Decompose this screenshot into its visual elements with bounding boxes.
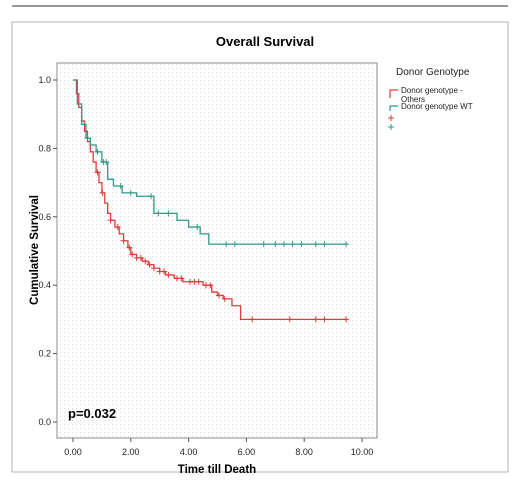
y-tick-label: 0.0 [38,417,51,427]
censor-mark [195,278,202,285]
censor-mark [343,316,350,323]
censor-mark [223,241,230,248]
censor-mark [260,241,267,248]
censor-mark [178,275,185,282]
censor-mark [94,148,101,155]
y-tick-label: 0.8 [38,143,51,153]
y-tick-label: 0.4 [38,280,51,290]
censor-mark [298,241,305,248]
x-tick-label: 8.00 [295,447,313,457]
legend-censor-swatch [388,124,394,130]
censor-mark [161,268,168,275]
censor-mark [321,241,328,248]
censor-mark [280,241,287,248]
axis-ticks: 0.00 2.00 4.00 6.00 8.00 10.00 0.0 0.2 0.4 0.6 0.8… [38,75,373,457]
censor-mark [312,241,319,248]
censor-mark [249,316,256,323]
censor-mark [165,271,172,278]
censor-mark [207,282,214,289]
survival-curve-wt [73,79,347,245]
legend-censor-swatch [388,115,394,121]
censor-mark [155,210,162,217]
censor-mark [137,254,144,261]
legend-line-swatch [389,89,398,98]
censor-mark [117,183,124,190]
x-tick-label: 10.00 [351,447,374,457]
censor-marks [84,135,350,323]
x-tick-label: 6.00 [238,447,256,457]
censor-mark [221,295,228,302]
censor-mark [126,244,133,251]
y-tick-label: 0.6 [38,212,51,222]
censor-mark [94,169,101,176]
censor-mark [231,241,238,248]
chart-title: Overall Survival [216,34,314,49]
censor-mark [114,224,121,231]
x-axis-label: Time till Death [178,464,256,476]
censor-mark [286,316,293,323]
censor-mark [321,316,328,323]
censor-mark [146,261,153,268]
p-value-annotation: p=0.032 [68,406,116,421]
legend-entry-label: Donor genotype WT [401,102,473,111]
censor-mark [129,251,136,258]
censor-mark [150,265,157,272]
censor-mark [120,237,127,244]
x-tick-label: 0.00 [64,447,82,457]
censor-mark [215,292,222,299]
legend-title: Donor Genotype [396,67,470,78]
censor-mark [142,258,149,265]
censor-mark [107,217,114,224]
x-tick-label: 4.00 [180,447,198,457]
censor-mark [127,189,134,196]
y-tick-label: 0.2 [38,349,51,359]
censor-mark [84,135,91,142]
censor-mark [103,159,110,166]
legend-entry-label: Donor genotype -Others [401,86,463,104]
censor-mark [312,316,319,323]
censor-mark [343,241,350,248]
censor-mark [194,224,201,231]
censor-mark [272,241,279,248]
censor-mark [99,189,106,196]
x-tick-label: 2.00 [122,447,140,457]
y-tick-label: 1.0 [38,75,51,85]
legend: Donor Genotype Donor genotype -OthersDon… [388,67,473,130]
legend-line-swatch [389,105,398,111]
y-axis-label: Cumulative Survival [29,195,41,305]
censor-mark [148,193,155,200]
censor-mark [289,241,296,248]
plot-area [56,62,378,439]
censor-mark [165,210,172,217]
